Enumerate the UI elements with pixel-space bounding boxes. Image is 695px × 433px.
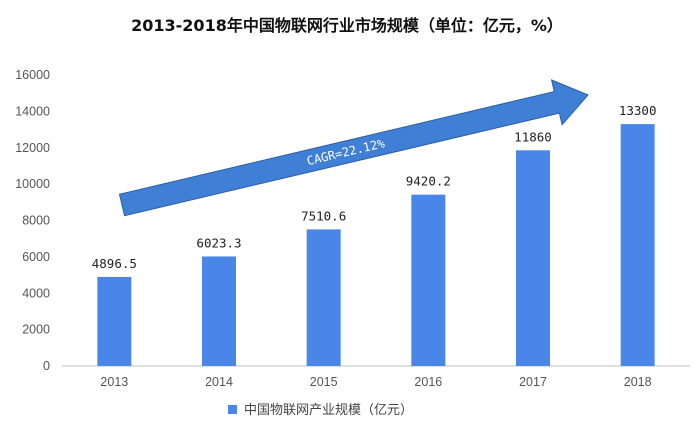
y-tick-label: 16000 (15, 68, 50, 82)
y-tick-label: 14000 (15, 104, 50, 118)
bar (202, 256, 236, 366)
x-tick-label: 2013 (100, 375, 128, 389)
bar (620, 124, 655, 366)
y-tick-label: 8000 (22, 214, 50, 228)
data-label: 11860 (514, 129, 552, 144)
y-axis: 0 2000 4000 6000 8000 10000 12000 14000 16000 (15, 68, 50, 373)
x-tick-label: 2016 (414, 375, 442, 389)
bars (97, 124, 655, 366)
y-tick-label: 0 (43, 359, 50, 373)
y-tick-label: 6000 (22, 250, 50, 264)
x-tick-label: 2014 (205, 375, 233, 389)
bar (97, 276, 132, 366)
bar (516, 150, 550, 366)
chart-title: 2013-2018年中国物联网行业市场规模（单位：亿元，%） (131, 16, 563, 35)
data-labels: 4896.5 6023.3 7510.6 9420.2 11860 13300 (92, 103, 657, 271)
legend-swatch (228, 405, 237, 414)
x-tick-label: 2017 (519, 375, 547, 389)
y-tick-label: 10000 (15, 177, 50, 191)
data-label: 4896.5 (92, 256, 137, 271)
cagr-arrow-shape (118, 79, 589, 217)
legend: 中国物联网产业规模（亿元） (228, 403, 413, 418)
x-axis: 2013 2014 2015 2016 2017 2018 (100, 375, 651, 389)
bar (411, 194, 446, 366)
bar (306, 229, 341, 366)
data-label: 13300 (619, 103, 657, 118)
data-label: 6023.3 (196, 235, 241, 250)
x-tick-label: 2015 (310, 375, 338, 389)
legend-label: 中国物联网产业规模（亿元） (244, 403, 413, 418)
y-tick-label: 4000 (22, 286, 50, 300)
y-tick-label: 2000 (22, 323, 50, 337)
y-tick-label: 12000 (15, 141, 50, 155)
data-label: 9420.2 (406, 174, 451, 189)
data-label: 7510.6 (301, 208, 346, 223)
x-tick-label: 2018 (624, 375, 652, 389)
